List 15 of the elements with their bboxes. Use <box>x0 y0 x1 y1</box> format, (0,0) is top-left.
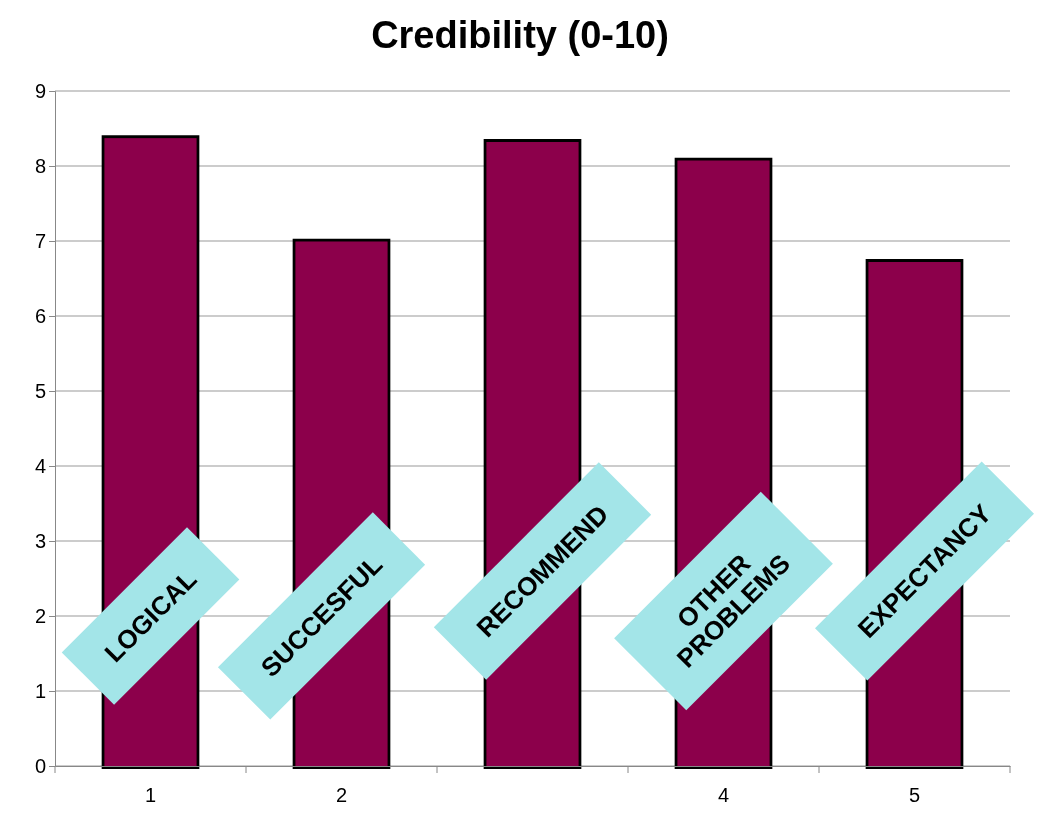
x-tick-label: 1 <box>144 784 157 807</box>
y-tick-label: 5 <box>34 379 46 402</box>
y-tick-label: 8 <box>34 154 46 177</box>
x-tick-label: 2 <box>335 784 348 807</box>
y-tick-label: 9 <box>34 79 46 102</box>
y-tick-label: 4 <box>34 454 46 477</box>
x-tick-label: 4 <box>717 784 730 807</box>
x-tick-label: 5 <box>908 784 921 807</box>
y-tick-label: 1 <box>34 679 46 702</box>
y-tick-label: 3 <box>34 529 46 552</box>
y-tick-label: 7 <box>34 229 46 252</box>
y-tick-label: 0 <box>34 754 46 777</box>
y-tick-label: 2 <box>34 604 46 627</box>
y-tick-label: 6 <box>34 304 46 327</box>
chart-title: Credibility (0-10) <box>371 14 669 56</box>
